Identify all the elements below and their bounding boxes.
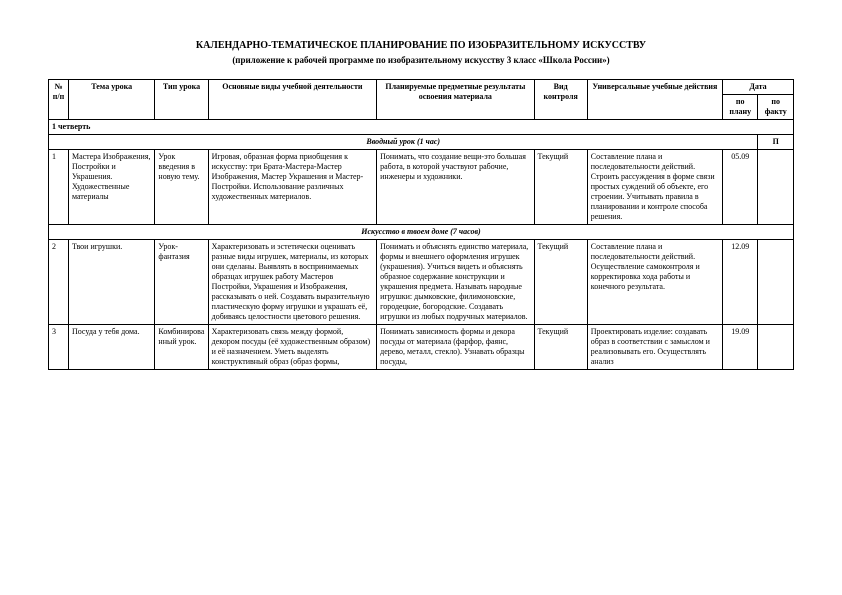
table-row: 2 Твои игрушки. Урок-фантазия Характериз… — [49, 240, 794, 325]
cell-type: Урок введения в новую тему. — [155, 150, 208, 225]
header-date-fact: по факту — [758, 95, 794, 120]
cell-control: Текущий — [534, 240, 587, 325]
cell-date-fact — [758, 150, 794, 225]
header-num: № п/п — [49, 80, 69, 120]
intro-lesson-label: Вводный урок (1 час) — [49, 135, 758, 150]
cell-results: Понимать и объяснять единство материала,… — [377, 240, 534, 325]
art-home-label: Искусство в твоем доме (7 часов) — [49, 225, 794, 240]
header-uud: Универсальные учебные действия — [587, 80, 722, 120]
header-topic: Тема урока — [68, 80, 154, 120]
header-activities: Основные виды учебной деятельности — [208, 80, 377, 120]
cell-activities: Характеризовать связь между формой, деко… — [208, 325, 377, 370]
cell-date-plan: 12.09 — [722, 240, 757, 325]
header-date: Дата — [722, 80, 793, 95]
quarter-row: 1 четверть — [49, 120, 794, 135]
cell-type: Урок-фантазия — [155, 240, 208, 325]
cell-num: 3 — [49, 325, 69, 370]
cell-activities: Игровая, образная форма приобщения к иск… — [208, 150, 377, 225]
header-results: Планируемые предметные результаты освоен… — [377, 80, 534, 120]
quarter1-label: 1 четверть — [49, 120, 794, 135]
intro-lesson-col9: П — [758, 135, 794, 150]
cell-results: Понимать, что создание вещи-это большая … — [377, 150, 534, 225]
planning-table: № п/п Тема урока Тип урока Основные виды… — [48, 79, 794, 370]
page: КАЛЕНДАРНО-ТЕМАТИЧЕСКОЕ ПЛАНИРОВАНИЕ ПО … — [0, 0, 842, 390]
cell-uud: Составление плана и последовательности д… — [587, 150, 722, 225]
cell-type: Комбинированный урок. — [155, 325, 208, 370]
cell-num: 1 — [49, 150, 69, 225]
cell-topic: Посуда у тебя дома. — [68, 325, 154, 370]
cell-results: Понимать зависимость формы и декора посу… — [377, 325, 534, 370]
cell-topic: Твои игрушки. — [68, 240, 154, 325]
cell-topic: Мастера Изображения, Постройки и Украшен… — [68, 150, 154, 225]
header-date-plan: по плану — [722, 95, 757, 120]
cell-activities: Характеризовать и эстетически оценивать … — [208, 240, 377, 325]
header-type: Тип урока — [155, 80, 208, 120]
header-row-1: № п/п Тема урока Тип урока Основные виды… — [49, 80, 794, 95]
cell-num: 2 — [49, 240, 69, 325]
cell-uud: Проектировать изделие: создавать образ в… — [587, 325, 722, 370]
header-control: Вид контроля — [534, 80, 587, 120]
page-subtitle: (приложение к рабочей программе по изобр… — [48, 55, 794, 65]
cell-date-plan: 05.09 — [722, 150, 757, 225]
table-row: 1 Мастера Изображения, Постройки и Украш… — [49, 150, 794, 225]
table-row: 3 Посуда у тебя дома. Комбинированный ур… — [49, 325, 794, 370]
cell-date-plan: 19.09 — [722, 325, 757, 370]
cell-control: Текущий — [534, 150, 587, 225]
cell-control: Текущий — [534, 325, 587, 370]
cell-uud: Составление плана и последовательности д… — [587, 240, 722, 325]
intro-lesson-row: Вводный урок (1 час) П — [49, 135, 794, 150]
page-title: КАЛЕНДАРНО-ТЕМАТИЧЕСКОЕ ПЛАНИРОВАНИЕ ПО … — [48, 40, 794, 51]
cell-date-fact — [758, 240, 794, 325]
cell-date-fact — [758, 325, 794, 370]
art-home-row: Искусство в твоем доме (7 часов) — [49, 225, 794, 240]
